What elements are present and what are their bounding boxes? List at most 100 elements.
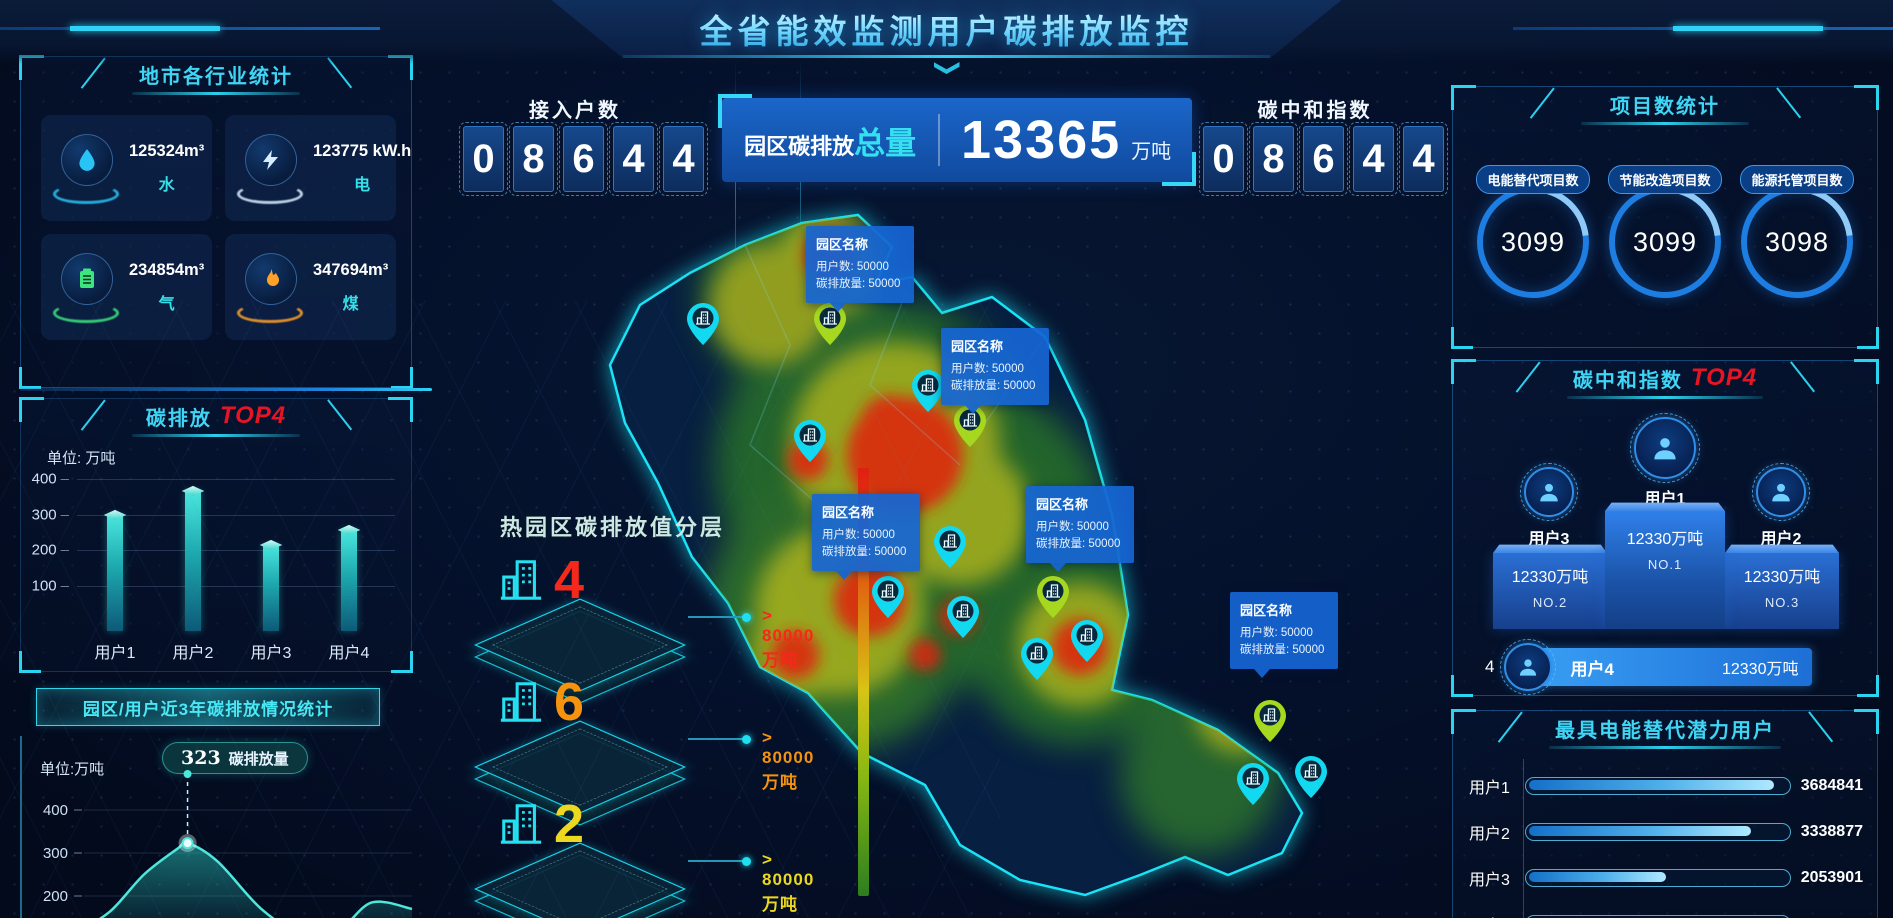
rank2-avatar [1520, 463, 1578, 521]
grid-line [77, 479, 395, 480]
tooltip-row: 用户数: 50000 [951, 363, 1024, 375]
chevron-down-icon [933, 62, 960, 74]
map-pin-green[interactable] [954, 405, 986, 447]
rank2-podium: 12330万吨 NO.2 [1493, 553, 1607, 629]
category-label: 用户2 [172, 645, 214, 662]
panel-industry-tab: 地市各行业统计 [96, 56, 336, 95]
potential-row[interactable]: 用户4 [1469, 901, 1863, 918]
project-pill-label: 能源托管项目数 [1740, 165, 1854, 194]
potential-title: 最具电能替代潜力用户 [1555, 719, 1775, 742]
icon-glow-ring [53, 184, 119, 204]
potential-bar-track [1525, 777, 1791, 795]
potential-user-value: 2053901 [1800, 869, 1863, 886]
potential-row[interactable]: 用户2 3338877 [1469, 809, 1863, 855]
panel-industry-stats: 地市各行业统计 125324m³ 水 123775 kW.h 电 234854m³ 气 34… [19, 55, 413, 389]
map-pin-cyan[interactable] [872, 576, 904, 618]
layer-count: 6 [554, 672, 585, 732]
map-pin-cyan[interactable] [1237, 763, 1269, 805]
gas-meter-icon-wrap [51, 245, 123, 329]
total-divider [938, 114, 941, 166]
trend-marker-value: 323 [181, 747, 221, 769]
layer-count: 4 [554, 550, 585, 610]
icon-glow-ring [53, 303, 119, 323]
layer-connector-line [688, 856, 751, 866]
map-pin-cyan[interactable] [794, 420, 826, 462]
project-pill-label: 节能改造项目数 [1608, 165, 1722, 194]
tooltip-row: 用户数: 50000 [1240, 627, 1313, 639]
stat-texts: 234854m³ 气 [129, 261, 204, 314]
projects-title: 项目数统计 [1610, 95, 1720, 118]
access-users-label: 接入户数 [529, 100, 621, 122]
potential-row[interactable]: 用户3 2053901 [1469, 855, 1863, 901]
map-pin-green[interactable] [1037, 576, 1069, 618]
project-value: 3099 [1632, 226, 1698, 257]
header-decor-line-right [1513, 26, 1893, 31]
rank1-podium: 12330万吨 NO.1 [1605, 511, 1725, 629]
bar-用户2 [185, 491, 201, 631]
category-label: 用户3 [250, 645, 292, 662]
panel-potential-tab: 最具电能替代潜力用户 [1513, 710, 1817, 749]
emission-top4-title-en: TOP4 [219, 402, 287, 429]
rank1-rank: NO.1 [1647, 557, 1683, 572]
tooltip-title: 园区名称 [1036, 497, 1089, 512]
building-icon [498, 800, 544, 851]
tooltip-title: 园区名称 [816, 237, 869, 252]
potential-row[interactable]: 用户1 3684841 [1469, 763, 1863, 809]
rank3-podium: 12330万吨 NO.3 [1725, 553, 1839, 629]
rank4-row[interactable]: 4 用户4 12330万吨 [1485, 639, 1813, 695]
total-emission-caption: 园区碳排放 总量 [722, 118, 938, 163]
stat-label: 水 [158, 176, 175, 194]
rank3-rank: NO.3 [1764, 595, 1800, 610]
map-pin-cyan[interactable] [1071, 620, 1103, 662]
layer-item-4: 4 > 80000万吨 [470, 553, 813, 704]
panel-emission-top4-tab: 碳排放 TOP4 [96, 398, 336, 437]
stat-label: 气 [158, 295, 175, 313]
trend-marker-pill: 323 碳排放量 [162, 742, 308, 774]
digit-box: 6 [1299, 122, 1348, 196]
icon-glow-ring [237, 303, 303, 323]
trend-marker-label: 碳排放量 [228, 750, 289, 768]
potential-bar-fill [1529, 872, 1666, 882]
y-tick-label: 200 [31, 542, 69, 559]
icon-glow-ring [237, 184, 303, 204]
digit-box: 0 [459, 122, 508, 196]
map-pin-cyan[interactable] [912, 370, 944, 412]
map-pin-cyan[interactable] [1021, 638, 1053, 680]
panel-projects: 项目数统计 电能替代项目数 3099 节能改造项目数 3099 能源托管项目数 30… [1451, 85, 1879, 349]
potential-axis-line [1523, 759, 1524, 918]
province-heatmap: 园区名称 用户数: 50000 碳排放量: 50000 园区名称 用户数: 50000 碳… [540, 185, 1360, 918]
tooltip-row: 碳排放量: 50000 [1036, 538, 1121, 551]
gas-meter-icon [61, 253, 113, 305]
rank4-name: 用户4 [1570, 659, 1614, 679]
y-tick-label: 100 [31, 577, 69, 594]
bar-用户3 [263, 544, 279, 631]
page-title: 全省能效监测用户碳排放监控 [700, 5, 1194, 53]
map-pin-cyan[interactable] [687, 303, 719, 345]
layer-item-6: 6 > 80000万吨 [470, 675, 813, 826]
map-pin-cyan[interactable] [934, 526, 966, 568]
svg-text:200: 200 [43, 888, 68, 905]
emission-top4-unit: 单位: 万吨 [47, 450, 116, 467]
grid-line [77, 550, 395, 551]
tooltip-row: 碳排放量: 50000 [951, 380, 1036, 393]
industry-stat-card: 123775 kW.h 电 [225, 115, 411, 221]
stat-value: 125324m³ [129, 141, 205, 160]
industry-stat-card: 125324m³ 水 [41, 115, 212, 221]
map-pin-green[interactable] [1254, 700, 1286, 742]
y-tick-label: 300 [31, 506, 69, 523]
project-circle: 3099 [1476, 186, 1589, 298]
lightning-icon [245, 134, 297, 186]
map-pin-green[interactable] [814, 303, 846, 345]
map-pin-cyan[interactable] [1295, 756, 1327, 798]
map-pin-cyan[interactable] [947, 596, 979, 638]
neutral-top4-title-cn: 碳中和指数 [1572, 369, 1683, 392]
potential-bar-track [1525, 869, 1791, 887]
stat-texts: 123775 kW.h 电 [313, 142, 411, 195]
total-highlight: 总量 [854, 125, 917, 161]
project-item: 节能改造项目数 3099 [1608, 165, 1722, 298]
three-year-stats-button[interactable]: 园区/用户近3年碳排放情况统计 [36, 688, 380, 726]
map-tooltip: 园区名称 用户数: 50000 碳排放量: 50000 [806, 226, 914, 311]
potential-user-value: 3338877 [1800, 823, 1863, 840]
emission-top4-title-cn: 碳排放 [145, 407, 212, 430]
svg-text:400: 400 [43, 802, 68, 819]
